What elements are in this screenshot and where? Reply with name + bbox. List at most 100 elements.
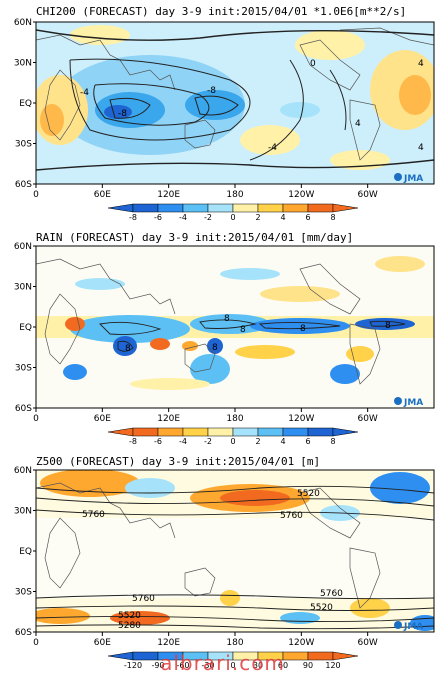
colorbar-tick-label: 0 (230, 437, 235, 446)
panel-title: RAIN (FORECAST) day 3-9 init:2015/04/01[… (36, 231, 354, 244)
lon-label: 60E (94, 190, 111, 200)
lat-axis: 60N 30N EQ 30S 60S (14, 18, 36, 190)
lat-label: 30N (14, 283, 32, 293)
lon-axis: 0 60E 120E 180 120W 60W (33, 184, 378, 200)
colorbar-bin (157, 427, 184, 437)
lon-label: 60W (357, 638, 377, 648)
chi200-panel: CHI200 (FORECAST) day 3-9 init:2015/04/0… (0, 0, 445, 225)
colorbar-tick-label: 0 (230, 213, 235, 222)
coastlines (36, 482, 381, 609)
contours (36, 29, 434, 171)
colorbar: -120 -90 -60 -30 0 30 60 90 120 (107, 651, 359, 670)
colorbar-tick-label: -4 (179, 213, 187, 222)
colorbar-cap (332, 651, 359, 661)
lon-label: 60E (94, 638, 111, 648)
lon-label: 180 (226, 638, 243, 648)
lon-label: 180 (226, 190, 243, 200)
colorbar-tick-label: 6 (305, 213, 310, 222)
jma-logo: JMA (403, 174, 423, 184)
contour-label: 8 (224, 314, 230, 324)
lat-label: 60S (15, 180, 32, 190)
colorbar-cap (332, 203, 359, 213)
colorbar-tick-label: 0 (230, 661, 235, 670)
colorbar-tick-label: -8 (129, 437, 137, 446)
lat-axis: 60N 30N EQ 30S 60S (14, 242, 36, 414)
z500-map: 5520 5760 5760 5760 5760 5520 5520 5280 … (14, 466, 435, 670)
colorbar-tick-label: 60 (278, 661, 288, 670)
colorbar-tick-label: -8 (129, 213, 137, 222)
contour-label: 4 (418, 143, 424, 153)
colorbar-tick-label: 90 (303, 661, 313, 670)
lat-label: 60S (15, 404, 32, 414)
lon-label: 120W (288, 190, 314, 200)
jma-logo: JMA (403, 398, 423, 408)
contour-label: 5760 (280, 511, 303, 521)
colorbar-tick-label: -60 (176, 661, 189, 670)
contour-label: -8 (207, 86, 216, 96)
lat-label: EQ (19, 547, 32, 557)
contour-label: 5760 (132, 594, 155, 604)
colorbar-bin (257, 427, 284, 437)
lon-label: 0 (33, 414, 39, 424)
lon-label: 0 (33, 190, 39, 200)
colorbar-cap (332, 427, 359, 437)
panel-title: Z500 (FORECAST) day 3-9 init:2015/04/01[… (36, 455, 321, 468)
lat-label: 60S (15, 628, 32, 638)
lat-label: 30S (15, 140, 32, 150)
lon-axis: 0 60E 120E 180 120W 60W (33, 408, 378, 424)
contour-label: 5760 (82, 510, 105, 520)
jma-logo-icon (394, 173, 402, 181)
colorbar-bin (307, 427, 334, 437)
coastlines (36, 27, 434, 161)
lat-label: EQ (19, 99, 32, 109)
lon-axis: 0 60E 120E 180 120W 60W (33, 632, 378, 648)
colorbar-tick-label: -6 (154, 437, 162, 446)
lon-label: 120E (157, 638, 180, 648)
colorbar-tick-label: 2 (255, 437, 260, 446)
colorbar-bin (132, 427, 159, 437)
contour-label: 5520 (297, 489, 320, 499)
rain-map: 8 8 8 8 8 8 JMA 60N 30N EQ 30S 60S 0 60E 120E 1… (14, 242, 435, 446)
lat-label: 30N (14, 59, 32, 69)
contour-label: 0 (310, 59, 316, 69)
colorbar-bin (282, 427, 309, 437)
chi200-map: -4 -8 -8 0 -4 4 4 4 JMA 60N 30N EQ 30S 60S 0… (14, 18, 435, 222)
lat-label: 30S (15, 588, 32, 598)
lon-label: 60E (94, 414, 111, 424)
contours (36, 485, 434, 630)
colorbar-tick-label: -120 (124, 661, 142, 670)
jma-logo-icon (394, 397, 402, 405)
lon-label: 60W (357, 190, 377, 200)
lon-label: 120E (157, 414, 180, 424)
colorbar-bin (232, 203, 259, 213)
colorbar-tick-label: 4 (280, 437, 285, 446)
rain-panel: RAIN (FORECAST) day 3-9 init:2015/04/01[… (0, 224, 445, 449)
lat-label: 60N (14, 18, 32, 28)
panel-title: CHI200 (FORECAST) day 3-9 init:2015/04/0… (36, 5, 407, 18)
colorbar-tick-label: 6 (305, 437, 310, 446)
jma-logo: JMA (403, 622, 423, 632)
colorbar-tick-label: -4 (179, 437, 187, 446)
contour-label: 4 (355, 119, 361, 129)
contour-label: -8 (118, 109, 127, 119)
colorbar-bin (207, 427, 234, 437)
colorbar-bin (207, 203, 234, 213)
lon-label: 120W (288, 414, 314, 424)
colorbar-bin (157, 203, 184, 213)
colorbar-tick-label: 8 (330, 437, 335, 446)
colorbar-tick-label: 8 (330, 213, 335, 222)
contours (99, 319, 406, 352)
contour-label: 5520 (118, 611, 141, 621)
lat-axis: 60N 30N EQ 30S 60S (14, 466, 36, 638)
lat-label: 30N (14, 507, 32, 517)
colorbar-tick-label: 120 (325, 661, 340, 670)
contour-label: 8 (125, 344, 131, 354)
lat-label: 60N (14, 242, 32, 252)
colorbar-tick-label: 2 (255, 213, 260, 222)
colorbar-bin (232, 427, 259, 437)
lon-label: 0 (33, 638, 39, 648)
colorbar-bin (182, 427, 209, 437)
contour-label: 5280 (118, 621, 141, 631)
lon-label: 120E (157, 190, 180, 200)
contour-label: 8 (300, 324, 306, 334)
